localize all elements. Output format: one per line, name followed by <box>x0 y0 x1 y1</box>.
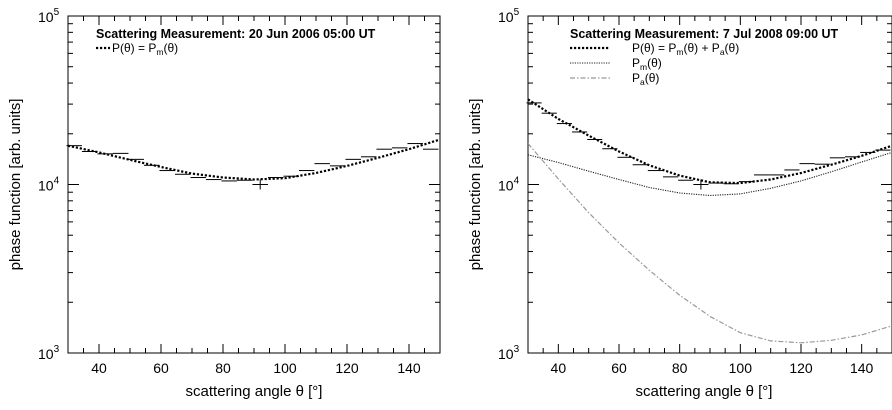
x-tick-label: 120 <box>789 360 813 376</box>
x-tick-label: 40 <box>551 360 567 376</box>
x-tick-label: 100 <box>273 360 297 376</box>
y-tick-label: 103 <box>38 344 60 362</box>
x-tick-label: 140 <box>397 360 421 376</box>
x-tick-label: 60 <box>611 360 627 376</box>
x-tick-label: 140 <box>850 360 874 376</box>
chart-panel-1: 40 60 80 100 120 140 103 104 105 scattering angle… <box>7 7 441 400</box>
measurement-points <box>66 143 439 190</box>
series-line-dashdot-gray <box>528 143 892 344</box>
x-tick-label: 100 <box>729 360 753 376</box>
curves <box>68 138 440 181</box>
legend-entry: Pm(θ) <box>632 56 662 72</box>
curves <box>528 98 892 344</box>
x-tick-label: 80 <box>672 360 688 376</box>
x-tick-label: 60 <box>153 360 169 376</box>
y-tick-label: 105 <box>498 7 520 25</box>
plot-frame <box>527 15 892 354</box>
legend-entry: P(θ) = Pm(θ) + Pa(θ) <box>632 41 739 57</box>
series-line-dotted-thick <box>528 98 892 185</box>
y-tick-label: 105 <box>38 7 60 25</box>
chart-title: Scattering Measurement: 7 Jul 2008 09:00… <box>570 27 839 41</box>
y-tick-label: 104 <box>38 176 60 194</box>
y-tick-label: 103 <box>498 344 520 362</box>
legend-entry: P(θ) = Pm(θ) <box>112 41 178 57</box>
x-tick-label: 40 <box>91 360 107 376</box>
series-line-dotted-thin <box>528 151 892 197</box>
y-axis-title: phase function [arb. units] <box>7 99 24 271</box>
x-axis-title: scattering angle θ [°] <box>186 383 323 400</box>
x-tick-label: 80 <box>215 360 231 376</box>
chart-title: Scattering Measurement: 20 Jun 2006 05:0… <box>96 27 376 41</box>
x-tick-label: 120 <box>335 360 359 376</box>
chart-panel-2: 40 60 80 100 120 140 103 104 105 scattering angle… <box>467 7 892 400</box>
legend-entry: Pa(θ) <box>632 71 659 87</box>
y-axis-title: phase function [arb. units] <box>467 99 484 271</box>
x-axis-title: scattering angle θ [°] <box>636 383 773 400</box>
series-line-dotted-thick <box>68 138 440 181</box>
y-tick-label: 104 <box>498 176 520 194</box>
measurement-points <box>526 102 891 190</box>
